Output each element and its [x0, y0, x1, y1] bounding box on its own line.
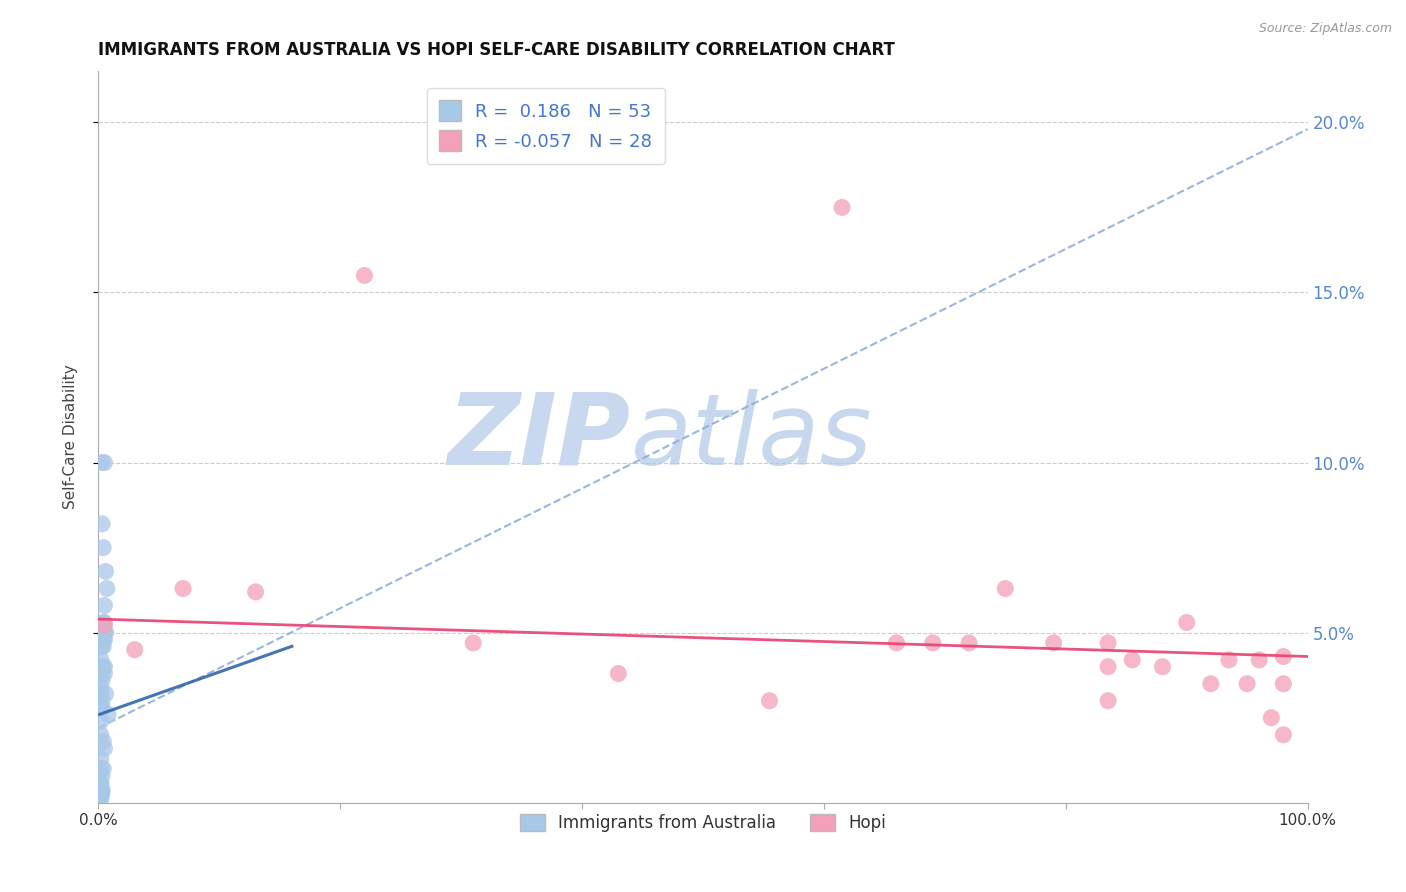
- Point: [90, 751, 112, 765]
- Point: [91, 632, 114, 647]
- Point: [1260, 711, 1282, 725]
- Point: [90, 714, 112, 728]
- Point: [1218, 653, 1240, 667]
- Point: [1175, 615, 1198, 630]
- Point: [1199, 677, 1222, 691]
- Text: atlas: atlas: [630, 389, 872, 485]
- Point: [91, 762, 114, 776]
- Point: [94, 625, 117, 640]
- Point: [245, 585, 267, 599]
- Point: [91, 673, 114, 688]
- Point: [1097, 636, 1119, 650]
- Point: [90, 680, 112, 694]
- Point: [93, 625, 115, 640]
- Point: [90, 782, 112, 797]
- Point: [93, 456, 115, 470]
- Point: [93, 599, 115, 613]
- Point: [96, 582, 118, 596]
- Point: [94, 687, 117, 701]
- Point: [91, 640, 114, 654]
- Point: [91, 700, 114, 714]
- Point: [1042, 636, 1064, 650]
- Point: [90, 653, 112, 667]
- Point: [1097, 694, 1119, 708]
- Point: [94, 565, 117, 579]
- Point: [90, 779, 112, 793]
- Text: Source: ZipAtlas.com: Source: ZipAtlas.com: [1258, 22, 1392, 36]
- Point: [1272, 649, 1295, 664]
- Point: [90, 762, 112, 776]
- Point: [91, 659, 114, 673]
- Point: [90, 625, 112, 640]
- Point: [90, 728, 112, 742]
- Point: [1097, 659, 1119, 673]
- Point: [93, 625, 115, 640]
- Point: [1152, 659, 1174, 673]
- Point: [90, 786, 112, 800]
- Point: [93, 666, 115, 681]
- Point: [91, 632, 114, 647]
- Point: [91, 768, 114, 782]
- Point: [886, 636, 908, 650]
- Legend: Immigrants from Australia, Hopi: Immigrants from Australia, Hopi: [513, 807, 893, 838]
- Point: [1249, 653, 1271, 667]
- Point: [1121, 653, 1143, 667]
- Point: [172, 582, 194, 596]
- Point: [921, 636, 943, 650]
- Point: [91, 640, 114, 654]
- Point: [353, 268, 375, 283]
- Point: [90, 789, 112, 803]
- Point: [91, 632, 114, 647]
- Point: [831, 201, 853, 215]
- Point: [93, 632, 115, 647]
- Point: [91, 786, 114, 800]
- Point: [758, 694, 780, 708]
- Point: [90, 786, 112, 800]
- Point: [90, 687, 112, 701]
- Point: [90, 700, 112, 714]
- Point: [93, 659, 115, 673]
- Point: [93, 615, 115, 630]
- Point: [90, 792, 112, 806]
- Point: [91, 694, 114, 708]
- Y-axis label: Self-Care Disability: Self-Care Disability: [63, 365, 77, 509]
- Text: ZIP: ZIP: [447, 389, 630, 485]
- Point: [93, 619, 115, 633]
- Point: [91, 666, 114, 681]
- Point: [91, 541, 114, 555]
- Point: [91, 456, 114, 470]
- Point: [1272, 677, 1295, 691]
- Point: [91, 615, 114, 630]
- Point: [1236, 677, 1258, 691]
- Point: [91, 516, 114, 531]
- Point: [90, 779, 112, 793]
- Point: [957, 636, 980, 650]
- Point: [1272, 728, 1295, 742]
- Point: [91, 632, 114, 647]
- Point: [91, 734, 114, 748]
- Point: [91, 782, 114, 797]
- Text: IMMIGRANTS FROM AUSTRALIA VS HOPI SELF-CARE DISABILITY CORRELATION CHART: IMMIGRANTS FROM AUSTRALIA VS HOPI SELF-C…: [98, 41, 896, 59]
- Point: [994, 582, 1017, 596]
- Point: [90, 786, 112, 800]
- Point: [93, 741, 115, 756]
- Point: [463, 636, 485, 650]
- Point: [90, 789, 112, 803]
- Point: [124, 642, 146, 657]
- Point: [97, 707, 120, 722]
- Point: [90, 775, 112, 789]
- Point: [607, 666, 630, 681]
